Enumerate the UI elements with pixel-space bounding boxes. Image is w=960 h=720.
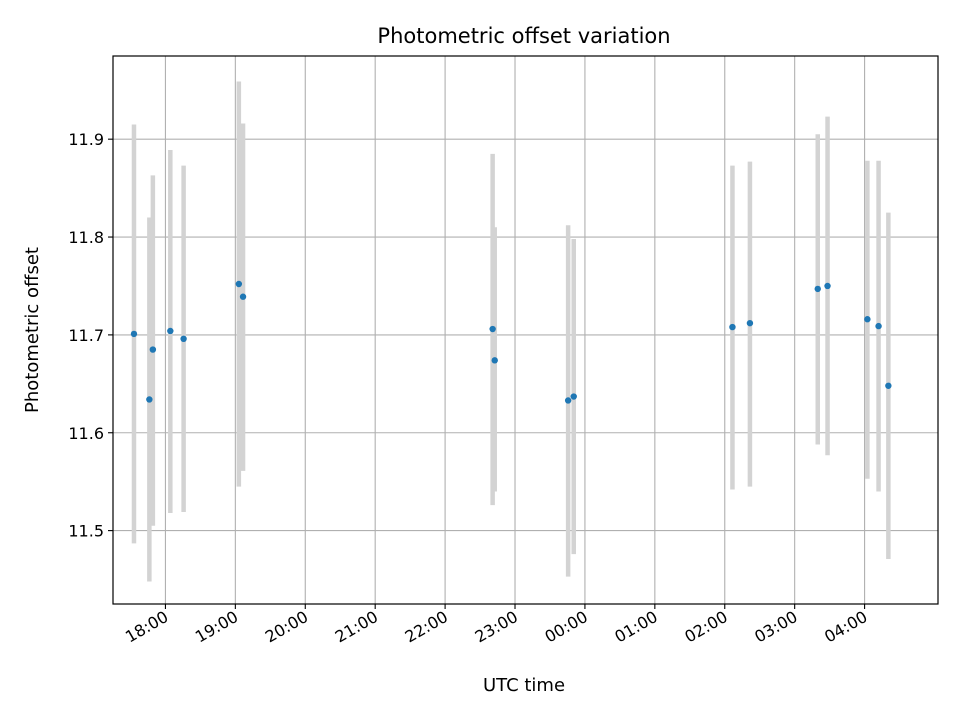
y-tick-label: 11.5: [68, 522, 104, 541]
y-axis-title: Photometric offset: [22, 247, 43, 413]
data-point: [235, 280, 243, 288]
data-point: [180, 335, 187, 343]
data-point: [489, 325, 496, 333]
data-points: [130, 280, 892, 404]
data-point: [130, 330, 138, 338]
data-point: [564, 397, 572, 404]
y-tick-label: 11.6: [68, 424, 104, 443]
plot-frame: [112, 55, 939, 605]
data-point: [824, 282, 831, 290]
y-tick-label: 11.7: [68, 326, 104, 345]
data-point: [146, 396, 153, 403]
chart-title: Photometric offset variation: [377, 24, 670, 48]
data-point: [864, 316, 871, 323]
y-axis-ticks: 11.5 11.6 11.7 11.8 11.9: [68, 130, 113, 541]
data-point: [570, 393, 577, 400]
grid: [113, 56, 938, 604]
y-tick-label: 11.9: [68, 130, 104, 149]
data-point: [814, 285, 821, 293]
x-axis-title: UTC time: [483, 675, 565, 696]
data-point: [746, 319, 754, 327]
data-point: [167, 327, 174, 335]
data-point: [239, 293, 247, 300]
data-point: [885, 382, 892, 389]
data-point: [149, 346, 157, 353]
data-point: [875, 322, 882, 330]
y-tick-label: 11.8: [68, 228, 104, 247]
data-point: [491, 357, 498, 364]
data-point: [729, 323, 736, 331]
